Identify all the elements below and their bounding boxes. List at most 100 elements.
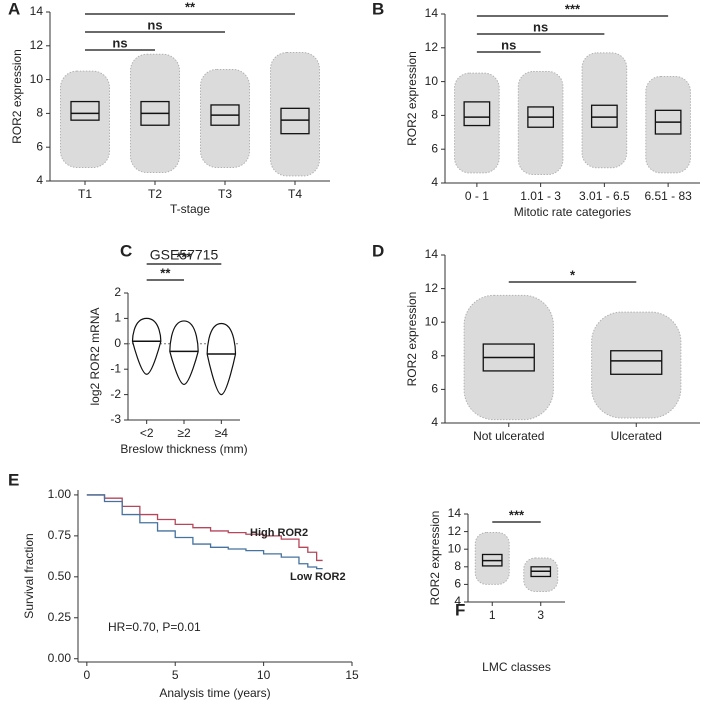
panel-letter: E (8, 470, 19, 489)
violin (169, 320, 199, 386)
y-tick-label: 10 (425, 314, 439, 328)
violin (206, 322, 237, 396)
y-tick-label: 14 (425, 6, 439, 20)
y-tick-label: 14 (425, 247, 439, 261)
legend-label: High ROR2 (250, 527, 308, 539)
y-tick-label: 8 (431, 348, 438, 362)
chart-title: GSE57715 (150, 247, 219, 263)
annotation: HR=0.70, P=0.01 (108, 620, 201, 634)
y-tick-label: 1.00 (48, 487, 72, 501)
x-tick-label: T4 (288, 187, 302, 201)
box (590, 104, 618, 128)
y-tick-label: 0.00 (48, 651, 72, 665)
violin (131, 317, 162, 375)
point-cloud (581, 52, 628, 169)
y-tick-label: 4 (431, 175, 438, 189)
significance-label: *** (509, 507, 525, 522)
y-tick-label: 6 (36, 139, 43, 153)
significance-label: *** (565, 1, 581, 16)
box (280, 107, 310, 135)
x-axis-label: Breslow thickness (mm) (120, 442, 247, 456)
x-tick-label: <2 (140, 426, 154, 440)
y-tick-label: 12 (30, 38, 44, 52)
x-tick-label: T2 (148, 187, 162, 201)
x-tick-label: 1 (489, 608, 496, 622)
x-axis-label: T-stage (170, 202, 210, 216)
x-axis-label: Mitotic rate categories (514, 205, 631, 219)
panel-letter: B (372, 0, 384, 18)
x-tick-label: Not ulcerated (473, 429, 544, 443)
box (610, 350, 663, 375)
box (70, 100, 100, 121)
y-tick-label: 10 (425, 74, 439, 88)
y-tick-label: 8 (454, 559, 461, 573)
y-tick-label: -1 (110, 361, 121, 375)
y-tick-label: -3 (110, 412, 121, 426)
significance-label: ns (112, 35, 127, 50)
legend-label: Low ROR2 (290, 571, 346, 583)
y-tick-label: 8 (431, 108, 438, 122)
point-cloud (60, 70, 110, 168)
significance-label: * (570, 267, 576, 282)
x-tick-label: Ulcerated (611, 429, 662, 443)
y-axis-label: ROR2 expression (428, 511, 442, 606)
x-tick-label: ≥4 (215, 426, 229, 440)
x-tick-label: 5 (172, 668, 179, 682)
y-tick-label: 8 (36, 106, 43, 120)
point-cloud (523, 557, 559, 592)
y-tick-label: 12 (425, 281, 439, 295)
y-tick-label: 2 (114, 285, 121, 299)
significance-label: ns (533, 19, 548, 34)
point-cloud (645, 76, 691, 174)
x-axis-label: LMC classes (482, 660, 551, 674)
survival-curve (86, 494, 323, 562)
x-tick-label: 3 (537, 608, 544, 622)
y-tick-label: 14 (448, 506, 462, 520)
point-cloud (200, 68, 250, 168)
x-tick-label: ≥2 (177, 426, 191, 440)
x-tick-label: 0 - 1 (465, 189, 489, 203)
y-tick-label: 4 (454, 594, 461, 608)
panel-letter: F (455, 600, 465, 619)
x-tick-label: 3.01 - 6.5 (579, 189, 630, 203)
y-tick-label: 0.25 (48, 610, 72, 624)
y-tick-label: 12 (448, 524, 462, 538)
panel-letter: D (372, 241, 384, 260)
x-tick-label: 15 (345, 668, 359, 682)
significance-label: ns (147, 17, 162, 32)
y-tick-label: 10 (448, 541, 462, 555)
x-tick-label: T3 (218, 187, 232, 201)
x-tick-label: 0 (83, 668, 90, 682)
y-axis-label: ROR2 expression (405, 51, 419, 146)
y-tick-label: 0.75 (48, 528, 72, 542)
point-cloud (474, 531, 510, 585)
x-axis-label: Analysis time (years) (159, 686, 270, 700)
y-axis-label: Survival fraction (22, 533, 36, 618)
y-tick-label: 12 (425, 40, 439, 54)
y-tick-label: 0 (114, 336, 121, 350)
panel-letter: C (120, 241, 132, 260)
point-cloud (517, 70, 564, 176)
y-axis-label: ROR2 expression (405, 292, 419, 387)
panel-letter: A (8, 0, 20, 18)
significance-label: ** (185, 0, 196, 14)
point-cloud (454, 72, 500, 174)
x-tick-label: 1.01 - 3 (520, 189, 561, 203)
significance-label: ** (160, 265, 171, 280)
y-tick-label: 0.50 (48, 569, 72, 583)
y-tick-label: 6 (431, 382, 438, 396)
y-axis-label: log2 ROR2 mRNA (88, 307, 102, 405)
y-axis-label: ROR2 expression (10, 49, 24, 144)
point-cloud (270, 52, 320, 177)
box (463, 101, 491, 127)
y-tick-label: 10 (30, 72, 44, 86)
y-tick-label: 6 (431, 141, 438, 155)
y-tick-label: 1 (114, 311, 121, 325)
significance-label: *** (176, 249, 192, 264)
y-tick-label: 4 (431, 415, 438, 429)
y-tick-label: 14 (30, 4, 44, 18)
y-tick-label: -2 (110, 387, 121, 401)
point-cloud (591, 311, 682, 419)
x-tick-label: T1 (78, 187, 92, 201)
